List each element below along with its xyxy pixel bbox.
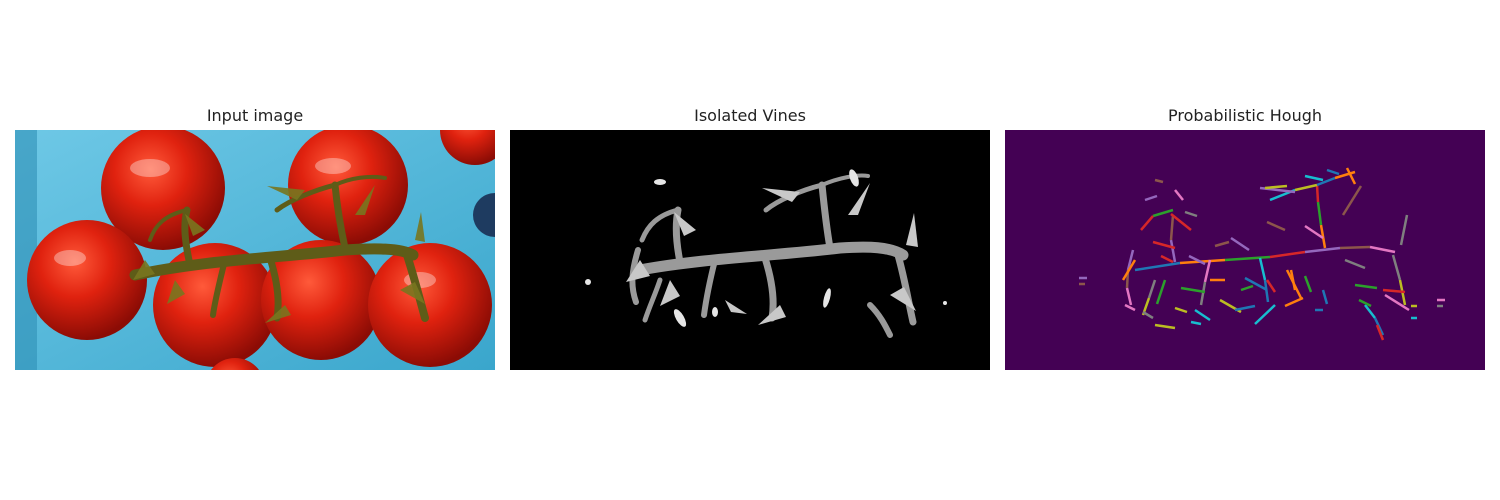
hough-segment [1289, 269, 1297, 291]
hough-segment [1190, 320, 1202, 326]
hough-segment [1263, 279, 1270, 303]
hough-segment [1354, 283, 1378, 290]
hough-segment [1264, 184, 1288, 190]
hough-segment [1399, 214, 1409, 246]
hough-segment [1269, 250, 1306, 259]
hough-segment [1124, 303, 1136, 312]
hough-segment [1364, 304, 1376, 319]
hough-segment [1121, 259, 1137, 281]
hough-segment [1154, 323, 1176, 330]
tomato-group [27, 130, 495, 370]
hough-segment [1304, 174, 1324, 182]
hough-segment [1154, 178, 1164, 184]
tomato-vine-photo [15, 130, 495, 370]
hough-segment [1258, 257, 1267, 281]
hough-segment [1234, 304, 1256, 312]
hough-segment [1160, 254, 1174, 264]
vine-mask [510, 130, 990, 370]
hough-segment [1244, 276, 1268, 292]
hough-segment [1203, 259, 1212, 283]
hough-segment [1341, 185, 1363, 216]
hough-segment [1344, 258, 1366, 270]
hough-segment [1265, 279, 1277, 293]
hough-segment [1375, 324, 1385, 341]
hough-segment [1214, 240, 1230, 248]
hough-segment [1358, 298, 1372, 308]
hough-segment [1240, 284, 1254, 292]
hough-segment [1144, 194, 1158, 202]
hough-segment [1152, 240, 1176, 250]
hough-segment [1284, 296, 1304, 308]
hough-segment [1334, 170, 1356, 180]
hough-segment [1382, 288, 1406, 294]
hough-segment [1369, 245, 1396, 254]
hough-segment [1294, 183, 1318, 192]
hough-segment [1169, 214, 1175, 241]
hough-segment [1315, 184, 1320, 203]
hough-segment [1316, 176, 1336, 187]
panel-title-input-image: Input image [206, 106, 304, 125]
hough-segment [1266, 220, 1286, 232]
hough-segment [1321, 289, 1329, 305]
hough-segment [1169, 239, 1177, 263]
hough-segment [1316, 201, 1323, 226]
input-image-panel [15, 130, 495, 370]
hough-segment [1304, 224, 1324, 240]
hough-segment [1339, 245, 1371, 250]
panel-title-probabilistic-hough: Probabilistic Hough [1167, 106, 1323, 125]
hough-segment [1326, 168, 1340, 176]
hough-segment [1194, 308, 1211, 322]
hough-segment [1140, 215, 1154, 231]
hough-segment [1126, 249, 1135, 271]
hough-segment [1142, 310, 1154, 320]
hough-segment [1152, 208, 1174, 218]
hough-segment [1254, 304, 1276, 325]
vine-stem [129, 174, 429, 322]
hough-segment [1303, 275, 1313, 293]
hough-segment [1174, 306, 1188, 314]
hough-segment [1125, 287, 1133, 306]
probabilistic-hough-panel [1005, 130, 1485, 370]
hough-segment [1224, 255, 1271, 262]
hough-segment [1180, 286, 1206, 294]
hough-segment [1373, 317, 1385, 336]
hough-segment [1147, 279, 1157, 299]
hough-segment [1345, 167, 1357, 185]
hough-segment [1134, 261, 1181, 272]
panel-title-isolated-vines: Isolated Vines [694, 106, 806, 125]
hough-segment [1155, 279, 1167, 305]
hough-segment [1170, 213, 1192, 231]
hough-segment [1174, 189, 1184, 201]
hough-segment [1304, 246, 1341, 254]
isolated-vines-panel [510, 130, 990, 370]
hough-segment [1230, 236, 1250, 252]
hough-line-segments [1005, 130, 1485, 370]
hough-segment [1199, 281, 1207, 306]
hough-segment [1384, 293, 1410, 312]
hough-segment [1188, 254, 1206, 266]
hough-segment [1184, 210, 1198, 218]
hough-segment [1391, 254, 1402, 281]
